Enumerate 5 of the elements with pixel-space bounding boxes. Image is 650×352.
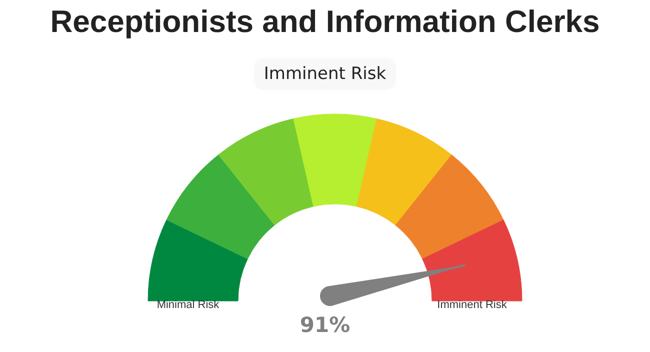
chart-subtitle: Imminent Risk (256, 60, 394, 88)
slice-label: Imminent Risk (437, 298, 508, 311)
chart-title: Receptionists and Information Clerks (49, 4, 601, 40)
slice-label: Minimal Risk (156, 298, 220, 311)
text: 91% (298, 313, 352, 337)
